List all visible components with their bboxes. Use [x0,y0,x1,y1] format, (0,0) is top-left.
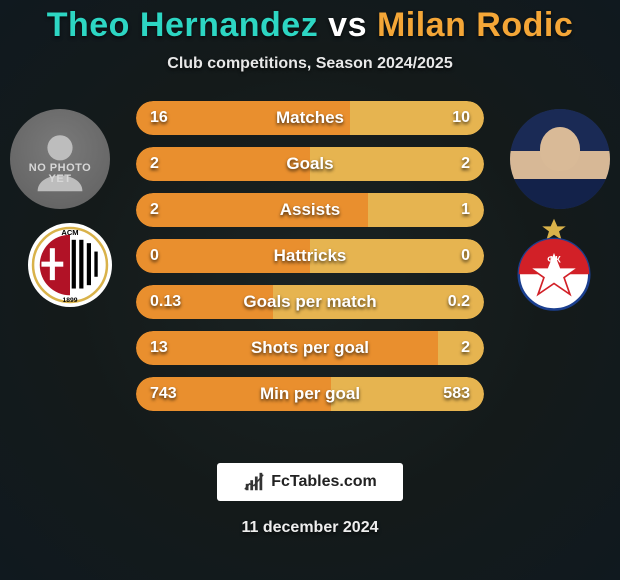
acmilan-crest-icon: ACM 1899 [28,223,112,307]
no-photo-label: NO PHOTO YET [10,163,110,185]
no-photo-bottom: YET [49,173,72,185]
player1-portrait: NO PHOTO YET [10,109,110,209]
stat-rows: 1610Matches 22Goals 21Assists 00Hattricks 0.… [136,101,484,411]
stat-label: Goals per match [136,285,484,319]
stat-label: Matches [136,101,484,135]
chart-icon [243,471,265,493]
stat-row: 22Goals [136,147,484,181]
svg-text:ACM: ACM [61,228,78,237]
stat-label: Min per goal [136,377,484,411]
site-name: FcTables.com [271,473,377,491]
player2-photo [510,109,610,209]
stat-row: 743583Min per goal [136,377,484,411]
svg-text:ФК: ФК [547,254,561,264]
stat-row: 00Hattricks [136,239,484,273]
player1-club-logo: ACM 1899 [28,223,112,307]
comparison-card: Theo Hernandez vs Milan Rodic Club compe… [0,0,620,580]
title-player2: Milan Rodic [377,6,573,44]
stat-row: 132Shots per goal [136,331,484,365]
title-player1: Theo Hernandez [47,6,318,44]
player2-club-logo: ФК [512,223,596,307]
stat-row: 1610Matches [136,101,484,135]
subtitle: Club competitions, Season 2024/2025 [0,55,620,73]
title-vs: vs [328,6,367,44]
player2-portrait [510,109,610,209]
content-area: NO PHOTO YET A [0,101,620,441]
site-badge[interactable]: FcTables.com [217,463,403,501]
stat-label: Hattricks [136,239,484,273]
stat-label: Goals [136,147,484,181]
no-photo-placeholder: NO PHOTO YET [10,109,110,209]
page-title: Theo Hernandez vs Milan Rodic [0,6,620,45]
stat-row: 21Assists [136,193,484,227]
stat-label: Shots per goal [136,331,484,365]
svg-text:1899: 1899 [63,297,78,304]
stat-row: 0.130.2Goals per match [136,285,484,319]
redstar-crest-icon: ФК [512,217,596,313]
footer-date: 11 december 2024 [0,519,620,537]
stat-label: Assists [136,193,484,227]
